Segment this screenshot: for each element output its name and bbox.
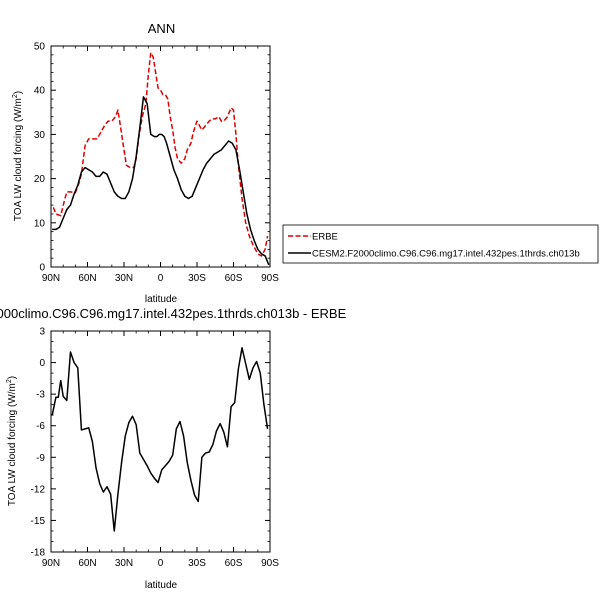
bottom-x-tick-label: 90N [42, 558, 60, 569]
top-x-tick-label: 30S [188, 273, 206, 284]
bottom-y-tick-label: -3 [36, 390, 45, 401]
bottom-y-axis-label-sup: 2 [6, 379, 13, 383]
top-y-tick-label: 10 [34, 218, 46, 229]
bottom-y-tick-labels: 3 0 -3 -6 -9 -12 -15 -18 [31, 327, 46, 559]
bottom-y-tick-label: -18 [31, 548, 46, 559]
bottom-x-tick-labels: 90N 60N 30N 0 30S 60S 90S [42, 558, 279, 569]
top-x-tick-label: 90S [261, 273, 279, 284]
top-axis-ticks [50, 45, 271, 268]
bottom-y-axis-label-main: TOA LW cloud forcing (W/m [7, 383, 18, 506]
top-y-tick-labels: 0 10 20 30 40 50 [34, 42, 46, 274]
bottom-x-tick-label: 30N [115, 558, 133, 569]
bottom-chart-title: .F2000climo.C96.C96.mg17.intel.432pes.1t… [0, 306, 347, 321]
bottom-y-tick-label: -12 [31, 484, 46, 495]
bottom-y-axis-label-close: ) [7, 376, 18, 379]
legend-label-cesm2: CESM2.F2000climo.C96.C96.mg17.intel.432p… [312, 249, 580, 260]
legend: ERBE CESM2.F2000climo.C96.C96.mg17.intel… [282, 224, 599, 264]
top-y-tick-label: 20 [34, 174, 46, 185]
bottom-x-tick-label: 0 [158, 558, 164, 569]
top-y-tick-label: 30 [34, 130, 46, 141]
bottom-y-tick-label: -6 [36, 421, 45, 432]
top-y-axis-label: TOA LW cloud forcing (W/m2) [12, 91, 24, 221]
bottom-y-tick-label: 0 [39, 358, 45, 369]
top-x-tick-label: 0 [158, 273, 164, 284]
top-y-tick-label: 50 [34, 42, 46, 53]
top-series-lines [52, 51, 270, 266]
top-chart-title: ANN [148, 21, 175, 36]
bottom-y-tick-label: -15 [31, 516, 46, 527]
bottom-plot-frame [50, 330, 271, 553]
top-x-tick-label: 60N [78, 273, 96, 284]
top-y-axis-label-close: ) [13, 91, 24, 94]
bottom-axis-ticks [50, 330, 271, 553]
top-x-axis-label: latitude [145, 294, 178, 305]
top-plot-area [50, 45, 271, 268]
top-x-tick-label: 90N [42, 273, 60, 284]
bottom-y-tick-label: -9 [36, 453, 45, 464]
top-y-axis-label-sup: 2 [12, 94, 19, 98]
top-y-tick-label: 40 [34, 86, 46, 97]
top-x-tick-labels: 90N 60N 30N 0 30S 60S 90S [42, 273, 279, 284]
bottom-plot-area [50, 330, 271, 553]
bottom-x-tick-label: 30S [188, 558, 206, 569]
bottom-y-axis-label: TOA LW cloud forcing (W/m2) [6, 376, 18, 506]
bottom-x-axis-label: latitude [145, 580, 178, 591]
bottom-x-tick-label: 90S [261, 558, 279, 569]
top-y-tick-label: 0 [39, 263, 45, 274]
top-x-tick-label: 30N [115, 273, 133, 284]
top-panel: ANN 90N 60N 30N 0 30S 60S 90S 0 10 20 30 40 50 lati… [12, 21, 279, 305]
bottom-x-tick-label: 60S [225, 558, 243, 569]
top-x-tick-label: 60S [225, 273, 243, 284]
bottom-series-lines [51, 347, 269, 532]
bottom-x-tick-label: 60N [78, 558, 96, 569]
top-series-line-erbe [52, 51, 269, 257]
bottom-series-line-difference [51, 347, 269, 532]
legend-box [282, 224, 599, 264]
bottom-y-tick-label: 3 [39, 327, 45, 338]
legend-label-erbe: ERBE [312, 232, 338, 243]
top-series-line-cesm2 [52, 96, 270, 266]
top-y-axis-label-main: TOA LW cloud forcing (W/m [13, 98, 24, 221]
bottom-panel: .F2000climo.C96.C96.mg17.intel.432pes.1t… [0, 306, 347, 591]
